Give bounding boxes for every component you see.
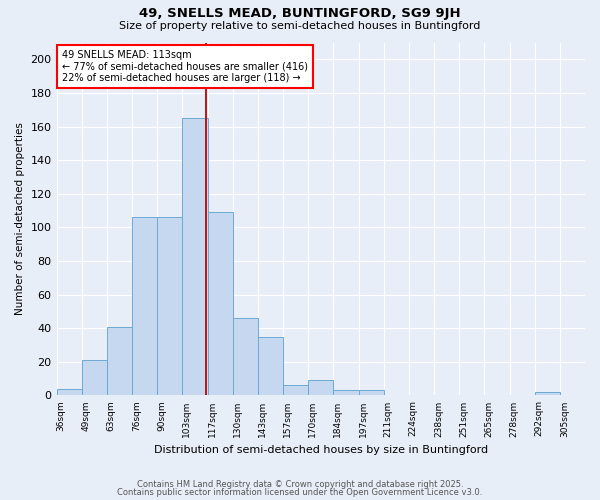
Bar <box>157 218 182 396</box>
Bar <box>182 118 208 396</box>
Bar <box>233 318 258 396</box>
Bar <box>208 212 233 396</box>
Y-axis label: Number of semi-detached properties: Number of semi-detached properties <box>15 122 25 316</box>
Bar <box>107 326 132 396</box>
Bar <box>359 390 383 396</box>
Bar <box>82 360 107 396</box>
Text: Contains public sector information licensed under the Open Government Licence v3: Contains public sector information licen… <box>118 488 482 497</box>
Text: 49 SNELLS MEAD: 113sqm
← 77% of semi-detached houses are smaller (416)
22% of se: 49 SNELLS MEAD: 113sqm ← 77% of semi-det… <box>62 50 308 83</box>
X-axis label: Distribution of semi-detached houses by size in Buntingford: Distribution of semi-detached houses by … <box>154 445 488 455</box>
Text: Contains HM Land Registry data © Crown copyright and database right 2025.: Contains HM Land Registry data © Crown c… <box>137 480 463 489</box>
Bar <box>308 380 334 396</box>
Bar <box>258 336 283 396</box>
Bar <box>334 390 359 396</box>
Bar <box>535 392 560 396</box>
Bar <box>132 218 157 396</box>
Bar <box>56 388 82 396</box>
Text: Size of property relative to semi-detached houses in Buntingford: Size of property relative to semi-detach… <box>119 21 481 31</box>
Text: 49, SNELLS MEAD, BUNTINGFORD, SG9 9JH: 49, SNELLS MEAD, BUNTINGFORD, SG9 9JH <box>139 8 461 20</box>
Bar <box>283 386 308 396</box>
